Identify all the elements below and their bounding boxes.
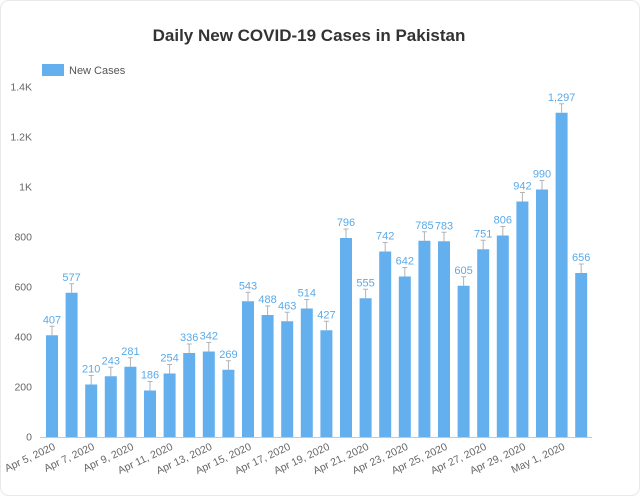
bar	[438, 241, 450, 437]
data-label: 210	[82, 364, 100, 376]
bar	[281, 321, 294, 437]
bar	[575, 273, 588, 437]
bar	[144, 390, 156, 437]
data-label: 656	[572, 252, 590, 264]
bar	[183, 353, 196, 437]
bar	[320, 330, 333, 437]
legend-label-new-cases: New Cases	[69, 65, 126, 77]
legend-swatch-new-cases	[42, 64, 64, 76]
bar	[261, 315, 274, 437]
bars	[46, 112, 588, 437]
data-label: 1,297	[548, 92, 576, 104]
y-tick-label: 800	[14, 232, 32, 244]
bar	[398, 276, 411, 437]
bar	[222, 369, 235, 437]
y-tick-label: 600	[14, 282, 32, 294]
data-label: 783	[435, 220, 453, 232]
bar	[359, 298, 372, 437]
bar	[457, 285, 470, 437]
data-label: 336	[180, 332, 198, 344]
chart-title: Daily New COVID-19 Cases in Pakistan	[153, 26, 466, 45]
data-label: 488	[258, 294, 276, 306]
data-label: 254	[160, 353, 178, 365]
data-label: 796	[337, 217, 355, 229]
y-tick-label: 0	[26, 432, 32, 444]
bar	[340, 238, 352, 437]
data-label: 186	[141, 370, 159, 382]
bar	[477, 249, 490, 437]
bar	[300, 308, 313, 437]
data-label: 463	[278, 300, 296, 312]
data-label: 742	[376, 231, 394, 243]
legend: New Cases	[42, 64, 126, 77]
y-tick-label: 1K	[19, 182, 32, 194]
bar	[516, 201, 529, 437]
data-label: 269	[219, 349, 237, 361]
data-label: 514	[298, 288, 316, 300]
data-label: 751	[474, 228, 492, 240]
bar	[536, 189, 548, 437]
bar	[202, 351, 215, 437]
bar	[46, 335, 58, 437]
y-axis-ticks: 0 200 400 600 800 1K 1.2K 1.4K	[10, 82, 32, 444]
data-label: 577	[62, 272, 80, 284]
bar	[85, 384, 98, 437]
data-label: 642	[396, 256, 414, 268]
data-label: 555	[356, 277, 374, 289]
bar	[104, 376, 117, 437]
data-label: 605	[454, 265, 472, 277]
bar	[418, 240, 431, 437]
data-label: 942	[513, 181, 531, 193]
y-tick-label: 400	[14, 332, 32, 344]
y-tick-label: 1.4K	[10, 82, 32, 94]
bar	[124, 366, 137, 437]
bar	[555, 112, 568, 437]
bar	[496, 235, 509, 437]
data-label: 785	[415, 220, 433, 232]
data-label: 543	[239, 280, 257, 292]
y-tick-label: 1.2K	[10, 132, 32, 144]
bar	[242, 301, 254, 437]
bar	[163, 373, 176, 437]
data-label: 427	[317, 309, 335, 321]
data-label: 281	[121, 346, 139, 358]
y-tick-label: 200	[14, 382, 32, 394]
data-label: 243	[102, 355, 120, 367]
data-label: 806	[494, 215, 512, 227]
data-label: 990	[533, 169, 551, 181]
data-label: 342	[200, 331, 218, 343]
bar	[65, 292, 78, 437]
bar	[379, 251, 392, 437]
data-label: 407	[43, 314, 61, 326]
